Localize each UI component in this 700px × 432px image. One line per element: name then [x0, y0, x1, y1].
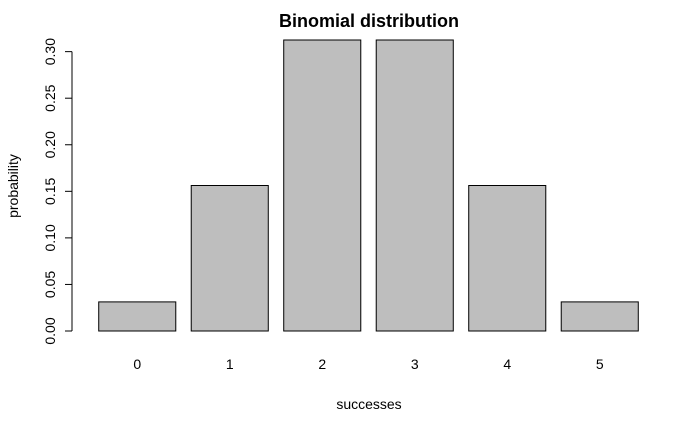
bar-4: [468, 185, 547, 332]
y-tick-label: 0.05: [42, 271, 58, 298]
x-axis-label: successes: [336, 396, 401, 412]
x-tick-label: 3: [411, 356, 419, 372]
bars: [98, 39, 639, 332]
x-tick-labels: 0 1 2 3 4 5: [133, 356, 604, 372]
bar-1: [190, 185, 269, 332]
y-axis: 0.00 0.05 0.10 0.15 0.20 0.25 0.30: [42, 38, 73, 345]
bar-5: [560, 301, 639, 332]
y-axis-label: probability: [5, 154, 21, 218]
bar-0: [98, 301, 177, 332]
y-tick-label: 0.10: [42, 224, 58, 251]
y-tick-label: 0.20: [42, 131, 58, 158]
y-tick-label: 0.25: [42, 84, 58, 111]
y-tick-label: 0.30: [42, 38, 58, 65]
x-tick-label: 0: [133, 356, 141, 372]
x-tick-label: 2: [318, 356, 326, 372]
bar-3: [375, 39, 454, 332]
bar-2: [283, 39, 362, 332]
y-tick-label: 0.15: [42, 177, 58, 204]
x-tick-label: 4: [503, 356, 511, 372]
chart-title: Binomial distribution: [279, 11, 459, 31]
x-tick-label: 5: [596, 356, 604, 372]
x-tick-label: 1: [226, 356, 234, 372]
y-tick-label: 0.00: [42, 317, 58, 344]
